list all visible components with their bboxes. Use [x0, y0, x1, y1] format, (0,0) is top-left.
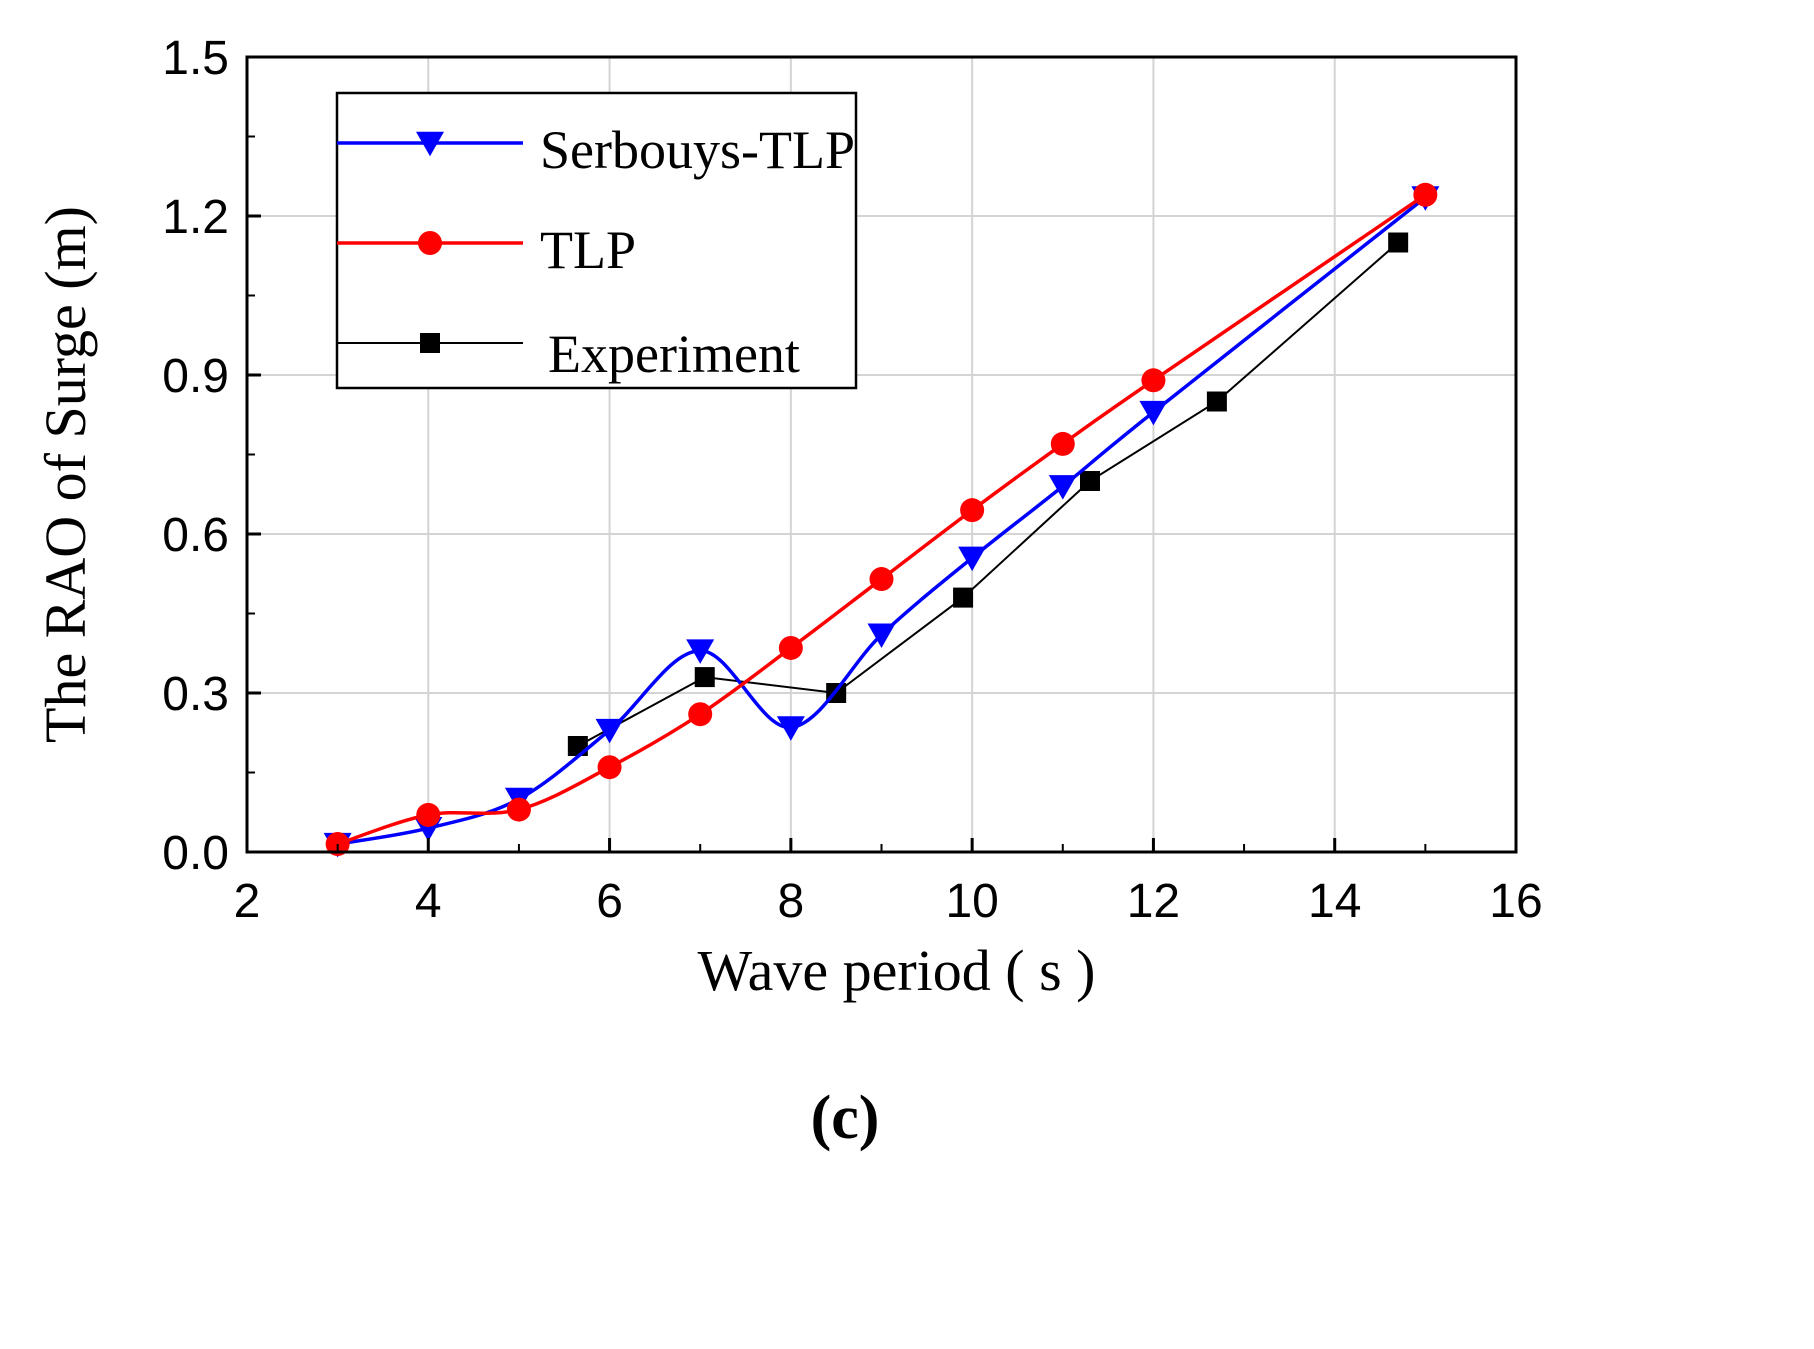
- data-point: [506, 797, 531, 822]
- data-point: [1206, 391, 1227, 412]
- x-tick-label: 12: [1127, 875, 1180, 928]
- data-point: [1048, 475, 1077, 500]
- data-point: [869, 567, 894, 592]
- data-point: [1413, 182, 1438, 207]
- data-point: [416, 802, 441, 827]
- x-tick-label: 4: [415, 875, 442, 928]
- legend-entry: TLP: [337, 220, 636, 280]
- data-point: [1141, 368, 1166, 393]
- data-point: [1388, 232, 1409, 253]
- data-point: [953, 587, 974, 608]
- x-tick-label: 8: [778, 875, 805, 928]
- data-point: [597, 755, 622, 780]
- x-axis-title: Wave period ( s ): [698, 938, 1096, 1003]
- y-tick-label: 0.9: [162, 350, 229, 403]
- legend-entry: Serbouys-TLP: [337, 120, 855, 180]
- y-tick-label: 0.6: [162, 509, 229, 562]
- legend-marker: [420, 333, 440, 353]
- series-tlp: [325, 182, 1438, 857]
- y-axis-title: The RAO of Surge (m): [33, 206, 98, 743]
- data-point: [1050, 431, 1075, 456]
- data-point: [776, 716, 805, 741]
- data-point: [595, 718, 624, 744]
- panel-label: (c): [811, 1084, 880, 1152]
- x-tick-label: 14: [1308, 875, 1361, 928]
- x-tick-label: 2: [234, 875, 261, 928]
- y-tick-label: 0.0: [162, 827, 229, 880]
- x-tick-label: 16: [1489, 875, 1542, 928]
- data-point: [686, 639, 715, 664]
- data-point: [958, 546, 987, 572]
- legend-label: TLP: [540, 220, 636, 280]
- data-point: [688, 702, 713, 727]
- axis-ticks: 2 4 6 8 10 12 14 16 0.0 0.3 0.6 0.9 1.2 1.5: [162, 32, 1542, 928]
- legend-marker: [416, 131, 444, 157]
- legend-entry: Experiment: [337, 324, 800, 384]
- legend-label: Serbouys-TLP: [540, 120, 855, 180]
- y-tick-label: 0.3: [162, 668, 229, 721]
- data-point: [778, 635, 803, 660]
- data-point: [1079, 471, 1100, 491]
- x-tick-label: 6: [596, 875, 623, 928]
- data-point: [960, 498, 985, 523]
- legend-label: Experiment: [548, 324, 800, 384]
- legend: Serbouys-TLP TLP Experiment: [335, 91, 858, 390]
- data-point: [867, 623, 896, 648]
- legend-marker: [418, 231, 442, 255]
- x-tick-label: 10: [945, 875, 998, 928]
- y-tick-label: 1.5: [162, 32, 229, 85]
- data-point: [1139, 400, 1168, 426]
- y-tick-label: 1.2: [162, 191, 229, 244]
- series-layer: [323, 182, 1440, 858]
- data-point: [694, 667, 715, 688]
